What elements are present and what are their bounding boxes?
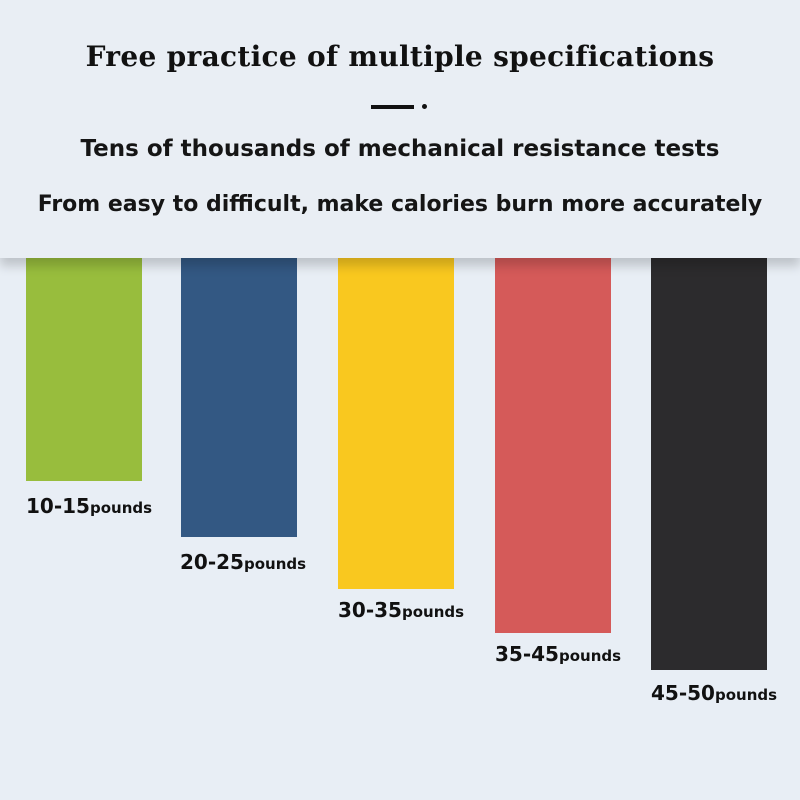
band-range-4: 35-45 [495,642,559,666]
band-label-1: 10-15pounds [26,494,152,518]
band-swatch-5 [651,258,767,670]
page-title: Free practice of multiple specifications [85,40,715,73]
band-unit-3: pounds [401,603,465,621]
band-label-2: 20-25pounds [180,550,306,574]
band-range-1: 10-15 [26,494,90,518]
divider-dot [422,104,427,109]
band-label-3: 30-35pounds [338,598,464,622]
band-swatch-4 [495,258,611,633]
band-unit-2: pounds [243,555,307,573]
band-unit-1: pounds [89,499,153,517]
divider-bar [371,105,414,109]
band-swatch-1 [26,258,142,481]
subtitle-line-1: Tens of thousands of mechanical resistan… [80,136,720,162]
band-label-4: 35-45pounds [495,642,621,666]
band-label-5: 45-50pounds [651,681,777,705]
band-swatch-2 [181,258,297,537]
subtitle-line-2: From easy to difficult, make calories bu… [37,192,763,217]
band-unit-5: pounds [714,686,778,704]
band-range-5: 45-50 [651,681,715,705]
band-swatch-3 [338,258,454,589]
band-unit-4: pounds [558,647,622,665]
band-range-3: 30-35 [338,598,402,622]
header-panel: Free practice of multiple specifications… [0,0,800,258]
band-range-2: 20-25 [180,550,244,574]
